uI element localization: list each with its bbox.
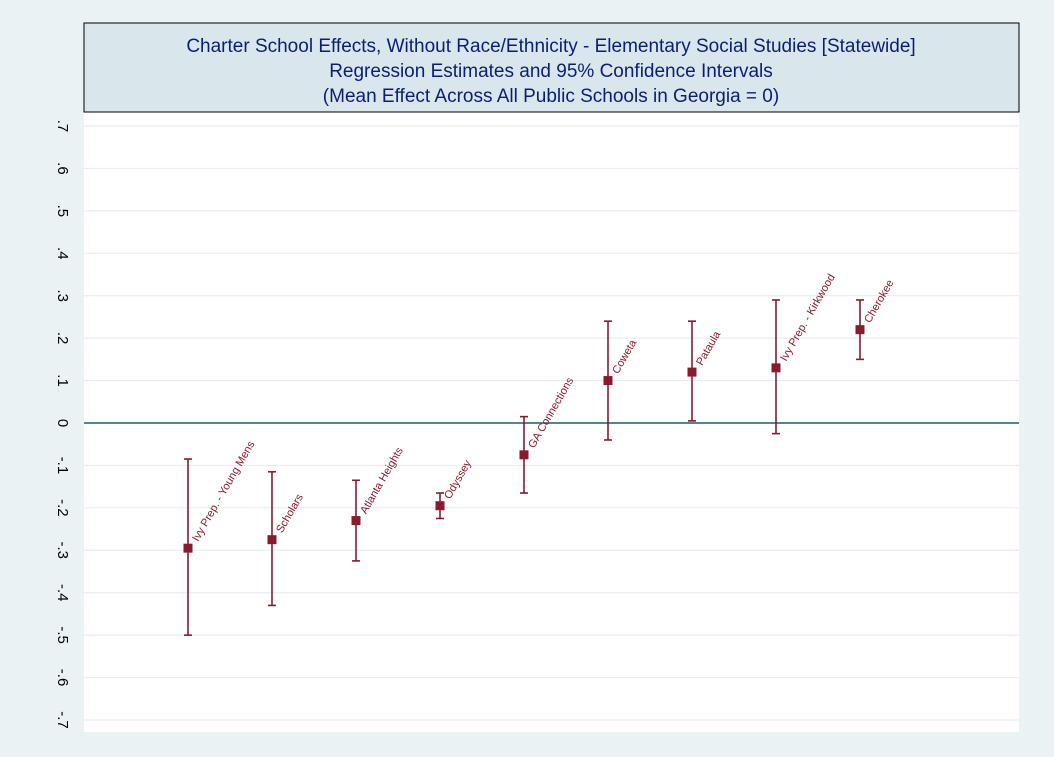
y-tick-label: -.2 bbox=[54, 499, 71, 517]
y-tick-label: -.5 bbox=[54, 626, 71, 644]
plot-area bbox=[84, 112, 1019, 732]
point-estimate-marker bbox=[351, 516, 361, 526]
chart-title-line-1: Charter School Effects, Without Race/Eth… bbox=[186, 36, 915, 57]
y-tick-label: .4 bbox=[54, 247, 71, 260]
y-tick-label: -.7 bbox=[54, 711, 71, 729]
y-tick-label: .5 bbox=[54, 205, 71, 218]
point-estimate-marker bbox=[519, 450, 529, 460]
point-estimate-marker bbox=[687, 367, 697, 377]
point-estimate-marker bbox=[771, 363, 781, 373]
y-tick-label: -.3 bbox=[54, 542, 71, 560]
y-tick-label: .6 bbox=[54, 162, 71, 175]
y-tick-label: .7 bbox=[54, 120, 71, 133]
point-estimate-marker bbox=[183, 543, 193, 553]
point-estimate-marker bbox=[603, 376, 613, 386]
y-axis-tick-labels: -.7 -.6 -.5 -.4 -.3 -.2 -.1 0 .1 .2 .3 .4 .5 .6 .7 bbox=[54, 120, 71, 729]
y-tick-label: 0 bbox=[54, 419, 71, 427]
point-estimate-marker bbox=[267, 535, 277, 545]
point-estimate-marker bbox=[855, 325, 865, 335]
y-tick-label: -.1 bbox=[54, 457, 71, 475]
y-tick-label: -.4 bbox=[54, 584, 71, 602]
title-box bbox=[83, 22, 1020, 113]
y-tick-label: .2 bbox=[54, 332, 71, 345]
chart-title-line-3: (Mean Effect Across All Public Schools i… bbox=[323, 86, 779, 107]
y-tick-label: .3 bbox=[54, 289, 71, 302]
point-estimate-marker bbox=[435, 501, 445, 511]
y-tick-label: .1 bbox=[54, 374, 71, 387]
chart-title-line-2: Regression Estimates and 95% Confidence … bbox=[329, 61, 773, 82]
y-tick-label: -.6 bbox=[54, 669, 71, 687]
